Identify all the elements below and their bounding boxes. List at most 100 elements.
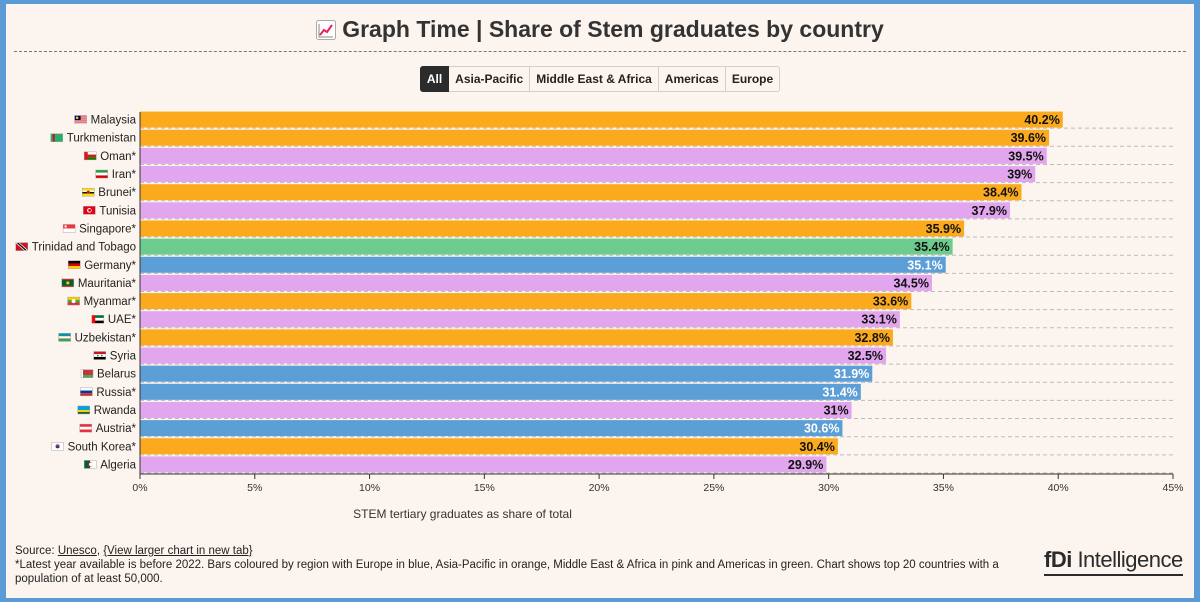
bar — [140, 365, 873, 382]
data-label: 35.1% — [907, 258, 942, 272]
austria-flag-icon — [79, 423, 92, 433]
title-divider — [14, 51, 1186, 52]
data-label: 31.9% — [834, 367, 869, 381]
bar — [140, 256, 946, 273]
category-label: South Korea* — [68, 441, 137, 453]
mauritania-flag-icon — [61, 278, 75, 288]
region-filter-group: All Asia-Pacific Middle East & Africa Am… — [6, 66, 1194, 92]
filter-middle-east-africa-button[interactable]: Middle East & Africa — [530, 66, 659, 92]
page-title: Graph Time | Share of Stem graduates by … — [6, 16, 1194, 46]
category-label: UAE* — [108, 314, 137, 326]
category-label: Singapore* — [79, 223, 136, 235]
bar — [140, 293, 912, 310]
data-label: 37.9% — [972, 204, 1007, 218]
category-label: Uzbekistan* — [75, 332, 137, 344]
x-tick-label: 15% — [474, 482, 495, 494]
bar — [140, 329, 893, 346]
data-label: 38.4% — [983, 186, 1018, 200]
rwanda-flag-icon — [77, 405, 90, 415]
bar — [140, 401, 852, 418]
oman-flag-icon — [84, 151, 97, 161]
syria-flag-icon — [93, 351, 106, 360]
bar — [140, 166, 1036, 183]
category-label: Malaysia — [91, 115, 137, 127]
bar — [140, 311, 900, 328]
filter-americas-button[interactable]: Americas — [658, 66, 726, 92]
category-label: Belarus — [97, 369, 136, 381]
category-label: Mauritania* — [78, 278, 137, 290]
bar-chart: 40.2% Malaysia 39.6% Turkmenistan 39.5% Oman*… — [14, 111, 1184, 521]
footer: Source: Unesco, {View larger chart in ne… — [15, 544, 1030, 586]
bar — [140, 220, 965, 237]
title-text: Graph Time | Share of Stem graduates by … — [342, 16, 884, 42]
data-label: 30.4% — [799, 440, 834, 454]
bar — [140, 147, 1047, 164]
tunisia-flag-icon — [83, 206, 96, 215]
south-korea-flag-icon — [51, 442, 64, 451]
category-label: Turkmenistan — [67, 133, 136, 145]
x-tick-label: 5% — [247, 482, 262, 494]
category-label: Trinidad and Tobago — [32, 242, 136, 254]
x-tick-label: 0% — [132, 482, 147, 494]
category-label: Austria* — [96, 423, 137, 435]
data-label: 33.6% — [873, 295, 908, 309]
trinidad-and-tobago-flag-icon — [14, 242, 29, 252]
x-tick-label: 30% — [818, 482, 839, 494]
germany-flag-icon — [68, 260, 81, 269]
source-link[interactable]: Unesco — [57, 545, 97, 557]
bar — [140, 456, 827, 473]
x-tick-label: 25% — [703, 482, 724, 494]
data-label: 31.4% — [822, 385, 857, 399]
category-label: Russia* — [96, 387, 136, 399]
data-label: 39.5% — [1008, 149, 1043, 163]
category-label: Germany* — [84, 260, 136, 272]
russia-flag-icon — [80, 387, 93, 397]
malaysia-flag-icon — [74, 115, 87, 124]
data-label: 39.6% — [1011, 131, 1046, 145]
x-tick-label: 35% — [933, 482, 954, 494]
x-tick-label: 40% — [1048, 482, 1069, 494]
algeria-flag-icon — [83, 460, 97, 469]
larger-chart-link[interactable]: {View larger chart in new tab} — [103, 545, 253, 557]
bar — [140, 184, 1022, 201]
belarus-flag-icon — [80, 369, 94, 378]
bar — [140, 274, 932, 291]
category-label: Brunei* — [98, 187, 136, 199]
myanmar-flag-icon — [67, 296, 80, 306]
x-tick-label: 10% — [359, 482, 380, 494]
filter-asia-pacific-button[interactable]: Asia-Pacific — [449, 66, 531, 92]
turkmenistan-flag-icon — [50, 133, 63, 142]
category-label: Tunisia — [99, 205, 136, 217]
x-tick-label: 20% — [589, 482, 610, 494]
filter-europe-button[interactable]: Europe — [725, 66, 781, 92]
bar — [140, 111, 1063, 128]
x-tick-label: 45% — [1162, 482, 1183, 494]
bar — [140, 238, 953, 255]
data-label: 33.1% — [861, 313, 896, 327]
data-label: 29.9% — [788, 458, 823, 472]
data-label: 30.6% — [804, 422, 839, 436]
data-label: 35.9% — [926, 222, 961, 236]
fdi-intelligence-logo: fDi Intelligence — [1044, 547, 1183, 576]
data-label: 32.8% — [854, 331, 889, 345]
data-label: 32.5% — [848, 349, 883, 363]
data-label: 31% — [824, 403, 849, 417]
uae-flag-icon — [91, 315, 105, 324]
bar — [140, 420, 843, 437]
filter-all-button[interactable]: All — [419, 66, 450, 92]
bar — [140, 383, 861, 400]
brunei-flag-icon — [82, 187, 95, 197]
category-label: Iran* — [112, 169, 137, 181]
bar — [140, 438, 838, 455]
category-label: Syria — [110, 351, 137, 363]
bar — [140, 129, 1050, 146]
category-label: Rwanda — [94, 405, 137, 417]
category-label: Algeria — [100, 459, 136, 471]
source-line: Source: Unesco, {View larger chart in ne… — [15, 545, 253, 557]
x-axis-title: STEM tertiary graduates as share of tota… — [353, 507, 572, 521]
bar — [140, 202, 1011, 219]
data-label: 35.4% — [914, 240, 949, 254]
iran-flag-icon — [95, 169, 108, 179]
data-label: 34.5% — [894, 276, 929, 290]
